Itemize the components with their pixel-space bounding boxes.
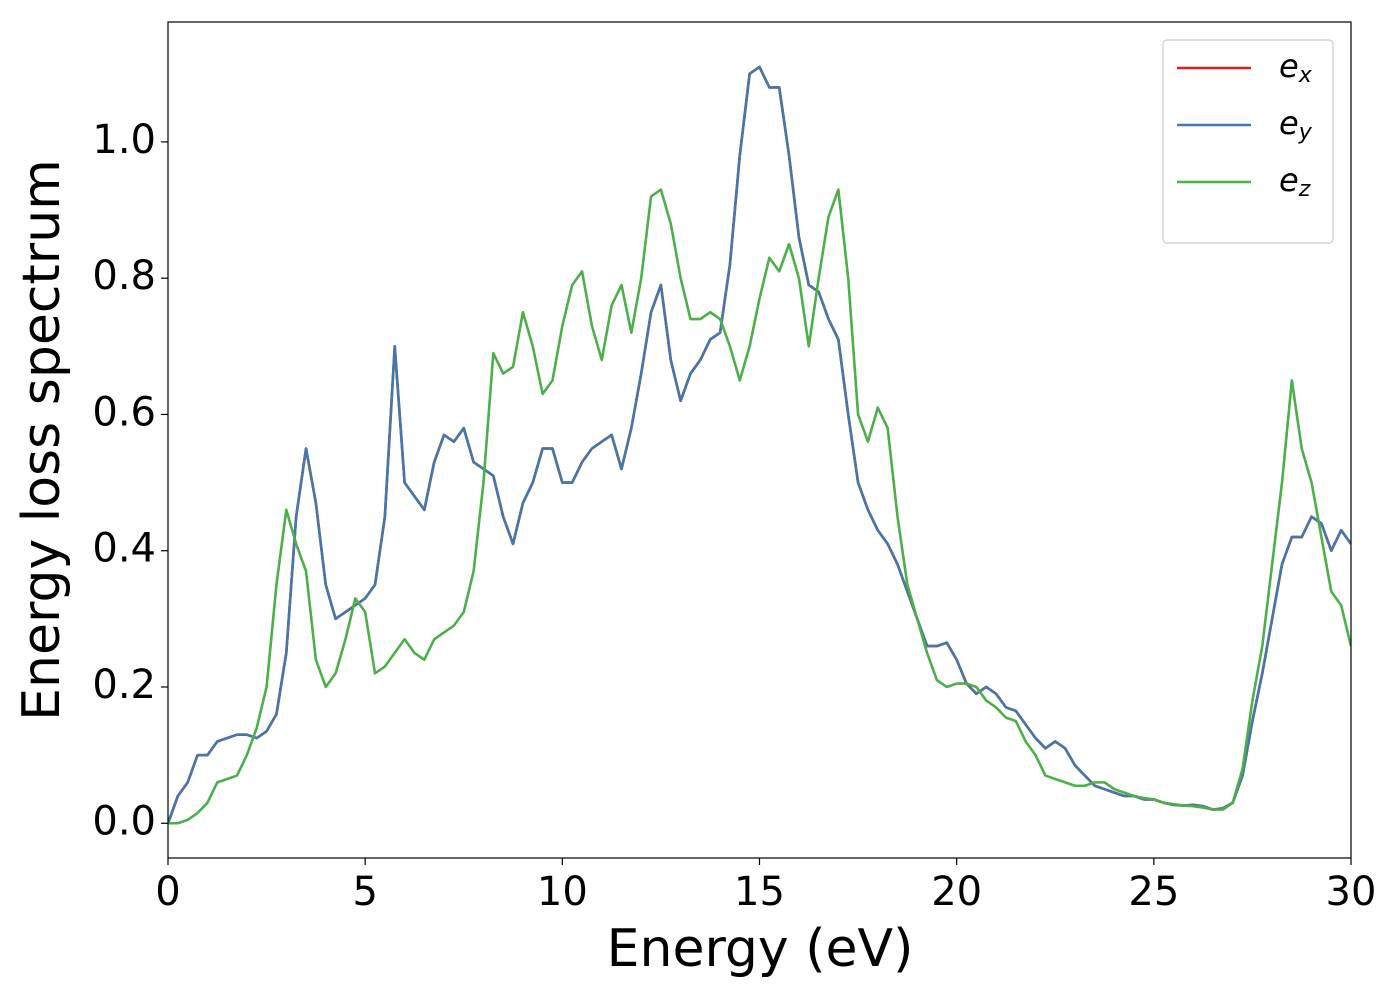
x-tick-label: 15 — [734, 869, 785, 915]
legend-label: ey — [1279, 104, 1313, 145]
x-tick-label: 25 — [1128, 869, 1179, 915]
y-tick-label: 0.2 — [92, 662, 156, 708]
y-tick-label: 1.0 — [92, 117, 156, 163]
x-tick-label: 20 — [931, 869, 982, 915]
x-tick-label: 5 — [352, 869, 377, 915]
y-tick-label: 0.8 — [92, 253, 156, 299]
legend-label: ez — [1279, 161, 1311, 202]
y-tick-label: 0.4 — [92, 526, 156, 572]
y-tick-label: 0.6 — [92, 389, 156, 435]
y-axis-label: Energy loss spectrum — [12, 159, 72, 721]
x-axis-label: Energy (eV) — [607, 919, 914, 979]
legend-label: ex — [1279, 47, 1313, 88]
x-tick-label: 10 — [537, 869, 588, 915]
legend-box — [1162, 39, 1334, 244]
x-tick-label: 30 — [1326, 869, 1377, 915]
plot-frame — [167, 21, 1352, 859]
x-tick-label: 0 — [155, 869, 180, 915]
y-tick-label: 0.0 — [92, 798, 156, 844]
series-line — [168, 188, 1351, 825]
